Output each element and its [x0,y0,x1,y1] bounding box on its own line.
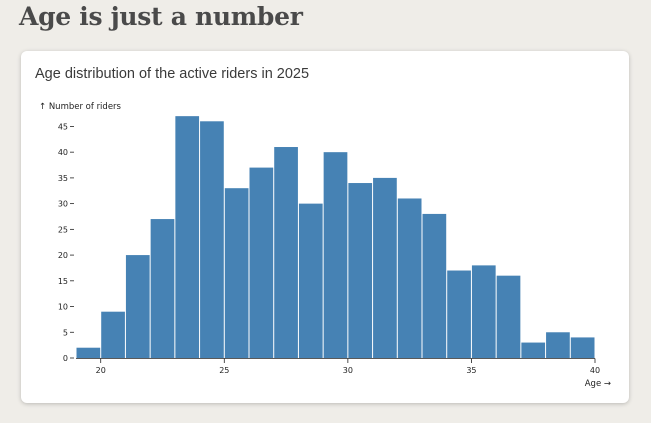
histogram-bar [348,183,373,358]
y-axis: 0 5 10 15 20 25 30 35 40 45 [58,122,74,363]
y-tick-label: 15 [58,277,68,286]
page-title: Age is just a number [19,2,303,31]
chart-title: Age distribution of the active riders in… [35,66,310,82]
histogram-bar [175,116,200,359]
y-axis-label: ↑ Number of riders [39,102,122,112]
histogram-bar [249,167,274,358]
y-tick-label: 25 [58,225,68,234]
histogram-bar [200,121,224,358]
histogram-bar [570,337,595,358]
histogram-bar [422,213,447,358]
y-tick-label: 0 [63,354,68,363]
y-tick-label: 30 [58,200,68,209]
x-tick-label: 30 [343,366,353,375]
histogram-bar [125,255,150,358]
x-axis-label: Age → [585,379,611,389]
histogram-bar [373,177,397,358]
x-tick-label: 25 [219,366,229,375]
x-tick-label: 20 [96,366,106,375]
histogram-bar [397,198,422,358]
x-axis: 20 25 30 35 40 [76,358,600,375]
histogram-bar [274,147,298,358]
histogram-bar [101,311,125,358]
x-tick-label: 35 [466,366,476,375]
y-tick-label: 40 [58,148,68,157]
chart-card: Age distribution of the active riders in… [21,51,629,403]
y-tick-label: 35 [58,174,68,183]
histogram-bar [546,332,570,358]
histogram-bar [471,265,496,359]
y-tick-label: 10 [58,303,68,312]
histogram-bar [224,188,249,358]
histogram-bar [76,347,101,358]
histogram-bar [298,203,323,359]
histogram-bar [496,275,521,358]
histogram-bar [323,152,348,358]
histogram-bar [447,270,471,358]
y-tick-label: 45 [58,122,68,131]
y-tick-label: 5 [63,328,68,337]
y-tick-label: 20 [58,251,68,260]
age-histogram: 0 5 10 15 20 25 30 35 40 45 20 25 30 35 40 ↑ Number o… [39,102,611,389]
histogram-bar [150,219,175,358]
histogram-bar [521,342,546,358]
x-tick-label: 40 [590,366,600,375]
bars-group [76,116,595,359]
